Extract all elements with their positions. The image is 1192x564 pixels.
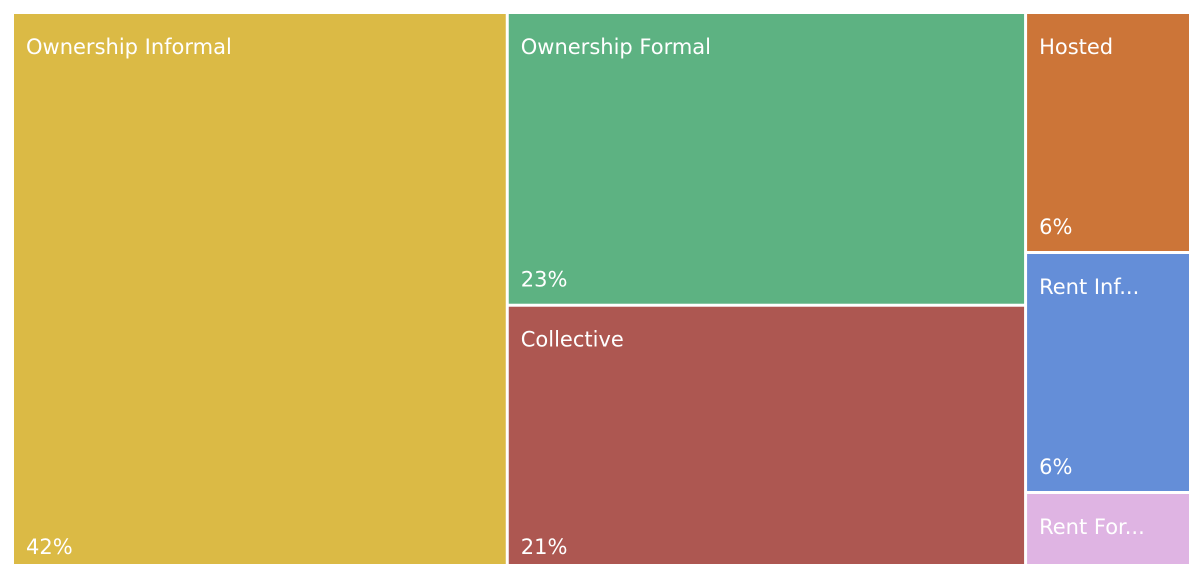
- cell-value: 6%: [1039, 455, 1072, 479]
- cell-label: Ownership Informal: [26, 35, 232, 59]
- cell-label: Rent Inf...: [1039, 275, 1139, 299]
- cell-value: 23%: [521, 268, 568, 292]
- treemap-cell: [1027, 254, 1189, 491]
- cell-value: 6%: [1039, 215, 1072, 239]
- cell-label: Ownership Formal: [521, 35, 711, 59]
- treemap-cell: [14, 14, 506, 564]
- cell-value: 42%: [26, 535, 73, 559]
- treemap-cell: [508, 14, 1025, 304]
- cell-value: 21%: [521, 535, 568, 559]
- treemap-cell: [508, 306, 1025, 564]
- cell-label: Hosted: [1039, 35, 1113, 59]
- cell-label: Rent For...: [1039, 515, 1145, 539]
- cell-label: Collective: [521, 328, 624, 352]
- treemap-cell: [1027, 494, 1189, 564]
- treemap-cell: [1027, 14, 1189, 251]
